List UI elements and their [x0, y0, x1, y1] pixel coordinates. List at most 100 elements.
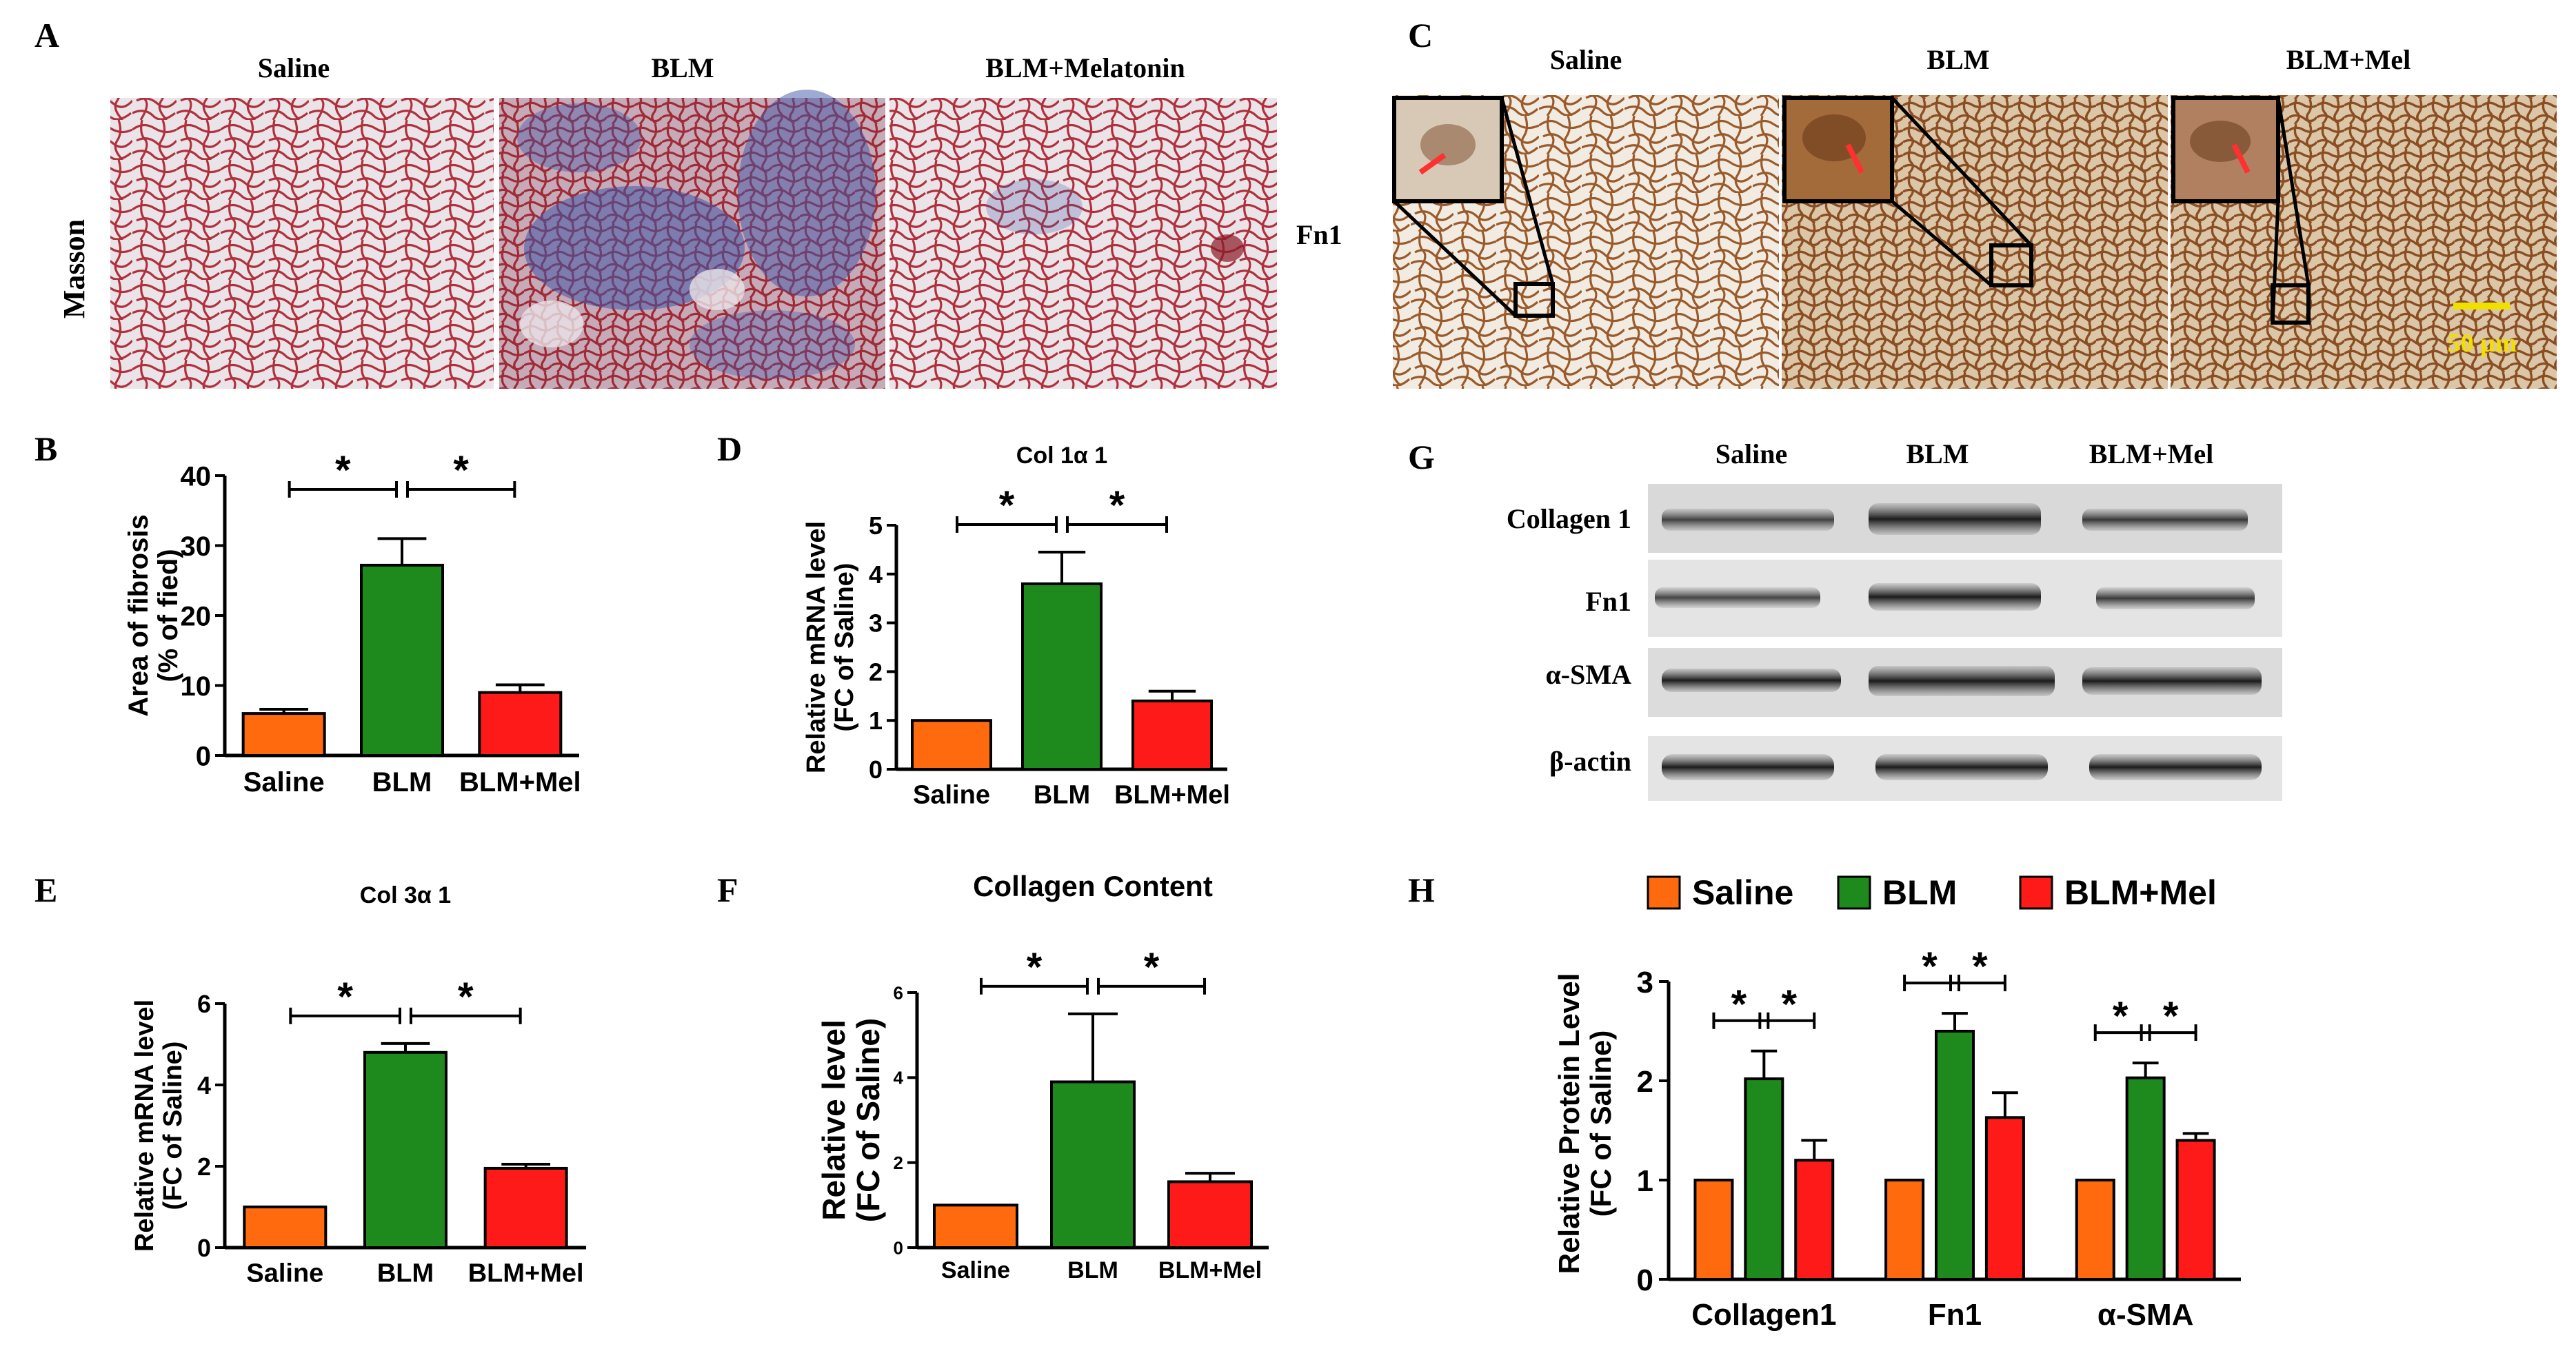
y-axis-label: (FC of Saline)	[830, 563, 859, 732]
scale-bar-label: 50 μm	[2448, 329, 2517, 358]
panel-g-col-blm: BLM	[1906, 438, 1969, 469]
x-tick-label: BLM+Mel	[1114, 780, 1230, 809]
legend-swatch-blm-mel	[2019, 875, 2053, 910]
ihc-image-saline	[1392, 95, 1779, 389]
y-tick-label: 0	[196, 741, 211, 771]
bar-saline	[241, 712, 326, 757]
x-tick-label: Saline	[941, 1257, 1010, 1283]
x-tick-label: BLM+Mel	[459, 767, 581, 798]
bar-blm-mel	[478, 691, 563, 758]
y-tick-label: 10	[181, 671, 212, 702]
bar-fn1-blm	[1935, 1030, 1975, 1281]
y-axis-label: (% of fied)	[153, 549, 183, 682]
y-tick-label: 20	[181, 601, 212, 631]
x-tick-label: Saline	[246, 1259, 323, 1288]
legend-label-saline: Saline	[1692, 873, 1793, 912]
masson-image-saline	[110, 98, 494, 389]
y-axis-label: Relative Protein Level	[1553, 973, 1585, 1274]
y-tick-label: 2	[869, 658, 883, 686]
panel-a-col-saline: Saline	[258, 52, 330, 83]
significance-star: *	[2163, 994, 2179, 1039]
zoom-arrow-saline	[1418, 152, 1447, 175]
zoom-arrow-blm-mel	[2231, 143, 2251, 174]
chart-f: 0 2 4 6 Relative level(FC of Saline) Collagen…	[816, 870, 1269, 1283]
y-tick-label: 1	[1637, 1164, 1653, 1198]
significance-star: *	[1109, 483, 1125, 528]
legend-swatch-saline	[1647, 875, 1681, 910]
bar-blm	[1021, 582, 1103, 771]
masson-image-blm-melatonin	[889, 98, 1277, 389]
bar-blm	[363, 1050, 447, 1250]
significance-star: *	[999, 483, 1015, 528]
y-axis-label: Relative mRNA level	[130, 999, 159, 1252]
y-tick-label: 5	[869, 511, 883, 540]
panel-f-letter: F	[717, 871, 738, 909]
blot-strip-asma	[1648, 648, 2282, 717]
y-tick-label: 4	[869, 560, 883, 589]
x-tick-label: Saline	[243, 767, 325, 798]
blot-label-bactin: β-actin	[1549, 746, 1631, 777]
significance-star: *	[1922, 944, 1938, 989]
panel-c-col-saline: Saline	[1550, 44, 1622, 75]
y-axis-label: Area of fibrosis	[123, 514, 154, 716]
bar-blm-mel	[483, 1166, 568, 1249]
significance-star: *	[337, 975, 353, 1019]
y-tick-label: 6	[894, 982, 903, 1003]
x-tick-label: Fn1	[1928, 1298, 1982, 1332]
y-tick-label: 0	[869, 755, 883, 784]
x-tick-label: BLM	[372, 767, 432, 798]
panel-a-col-blm: BLM	[651, 52, 714, 83]
panel-a-col-blm-melatonin: BLM+Melatonin	[985, 52, 1185, 83]
bar-sma-blm	[2125, 1076, 2166, 1281]
chart-title: Col 1α 1	[1016, 443, 1107, 469]
panel-a: A Masson Saline BLM BLM+Melatonin	[34, 16, 1277, 389]
y-axis-label: (FC of Saline)	[1584, 1030, 1617, 1217]
chart-b: 0 10 20 30 40 Area of fibrosis (% of fied) Sali…	[123, 448, 581, 798]
bar-collagen1-blm	[1744, 1077, 1784, 1281]
x-tick-label: Collagen1	[1691, 1298, 1836, 1332]
panel-c: C Fn1 Saline BLM BLM+Mel	[1296, 16, 2557, 389]
x-tick-label: BLM+Mel	[468, 1259, 584, 1288]
ihc-image-blm-mel: 50 μm	[2171, 95, 2557, 389]
panel-a-row-label: Masson	[57, 219, 91, 318]
significance-star: *	[1027, 945, 1043, 990]
chart-title: Collagen Content	[973, 870, 1213, 902]
x-tick-label: Saline	[913, 780, 990, 809]
y-tick-label: 2	[894, 1152, 903, 1173]
y-tick-label: 2	[197, 1152, 211, 1181]
significance-star: *	[2113, 994, 2129, 1039]
legend-label-blm-mel: BLM+Mel	[2064, 873, 2217, 912]
blot-label-asma: α-SMA	[1545, 659, 1631, 690]
y-tick-label: 40	[181, 461, 212, 491]
y-tick-label: 2	[1637, 1065, 1653, 1099]
bar-saline	[243, 1206, 328, 1249]
panel-g-letter: G	[1408, 438, 1435, 476]
chart-h: 0 1 2 3 Relative Protein Level (FC of Saline)…	[1553, 873, 2241, 1332]
bar-blm	[1050, 1080, 1136, 1249]
y-tick-label: 1	[869, 707, 883, 735]
legend-label-blm: BLM	[1882, 873, 1957, 912]
x-tick-label: BLM	[377, 1259, 434, 1288]
blot-label-collagen1: Collagen 1	[1507, 503, 1631, 534]
chart-title: Col 3α 1	[360, 882, 451, 908]
chart-d: 0 1 2 3 4 5 Relative mRNA level (FC of Saline) C…	[802, 443, 1230, 809]
legend-swatch-blm	[1837, 875, 1871, 910]
significance-star: *	[453, 448, 469, 493]
y-tick-label: 3	[1637, 966, 1653, 999]
y-tick-label: 6	[197, 990, 211, 1018]
y-tick-label: 0	[894, 1237, 903, 1258]
panel-g: G Saline BLM BLM+Mel Collagen 1 Fn1 α-SM…	[1408, 438, 2282, 801]
panel-e-letter: E	[34, 871, 57, 909]
panel-c-col-blm-mel: BLM+Mel	[2286, 44, 2411, 75]
x-tick-label: BLM	[1034, 780, 1090, 809]
panel-c-letter: C	[1408, 16, 1433, 54]
bar-saline	[911, 719, 992, 771]
significance-star: *	[1781, 982, 1797, 1027]
panel-d-letter: D	[717, 429, 742, 468]
panel-h-letter: H	[1408, 871, 1435, 909]
significance-star: *	[335, 448, 351, 493]
blot-label-fn1: Fn1	[1585, 586, 1631, 617]
bar-fn1-saline	[1884, 1179, 1925, 1281]
chart-e: 0 2 4 6 Relative mRNA level (FC of Saline) Col…	[130, 882, 586, 1288]
